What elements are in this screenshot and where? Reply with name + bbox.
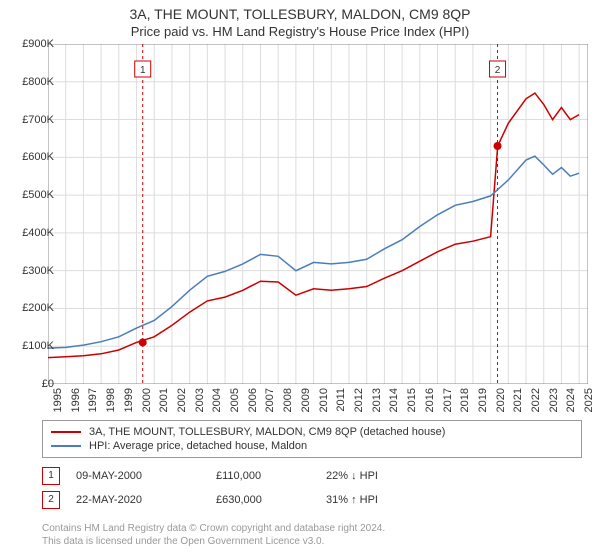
transaction-row: 222-MAY-2020£630,00031% ↑ HPI	[42, 488, 582, 512]
transaction-delta: 31% ↑ HPI	[326, 494, 436, 506]
x-tick-label: 1996	[70, 388, 82, 412]
transaction-row: 109-MAY-2000£110,00022% ↓ HPI	[42, 464, 582, 488]
transaction-badge: 1	[42, 467, 76, 485]
x-tick-label: 2010	[318, 388, 330, 412]
y-tick-label: £800K	[12, 76, 54, 88]
legend-swatch	[51, 445, 81, 447]
x-tick-label: 2002	[176, 388, 188, 412]
transaction-price: £110,000	[216, 470, 326, 482]
transaction-price: £630,000	[216, 494, 326, 506]
x-tick-label: 2005	[229, 388, 241, 412]
x-tick-label: 1998	[105, 388, 117, 412]
svg-text:1: 1	[140, 65, 146, 76]
legend-item: HPI: Average price, detached house, Mald…	[51, 439, 573, 453]
transaction-date: 09-MAY-2000	[76, 470, 216, 482]
x-tick-label: 2009	[300, 388, 312, 412]
legend-label: HPI: Average price, detached house, Mald…	[89, 440, 307, 452]
svg-text:2: 2	[495, 65, 501, 76]
y-tick-label: £600K	[12, 151, 54, 163]
x-tick-label: 2014	[388, 388, 400, 412]
footer-line: Contains HM Land Registry data © Crown c…	[42, 522, 582, 535]
y-tick-label: £0	[12, 378, 54, 390]
footer-attribution: Contains HM Land Registry data © Crown c…	[42, 522, 582, 548]
x-tick-label: 2013	[371, 388, 383, 412]
legend-swatch	[51, 431, 81, 433]
x-tick-label: 2011	[335, 388, 347, 412]
legend: 3A, THE MOUNT, TOLLESBURY, MALDON, CM9 8…	[42, 420, 582, 458]
y-tick-label: £500K	[12, 189, 54, 201]
legend-label: 3A, THE MOUNT, TOLLESBURY, MALDON, CM9 8…	[89, 426, 445, 438]
x-tick-label: 2004	[211, 388, 223, 412]
x-tick-label: 2020	[495, 388, 507, 412]
y-tick-label: £700K	[12, 114, 54, 126]
x-tick-label: 2022	[530, 388, 542, 412]
x-tick-label: 2008	[282, 388, 294, 412]
x-tick-label: 2021	[512, 388, 524, 412]
y-tick-label: £100K	[12, 340, 54, 352]
legend-item: 3A, THE MOUNT, TOLLESBURY, MALDON, CM9 8…	[51, 425, 573, 439]
x-tick-label: 2019	[477, 388, 489, 412]
x-tick-label: 2024	[565, 388, 577, 412]
y-tick-label: £400K	[12, 227, 54, 239]
y-tick-label: £300K	[12, 265, 54, 277]
x-tick-label: 1999	[123, 388, 135, 412]
x-tick-label: 2012	[353, 388, 365, 412]
chart-container: 3A, THE MOUNT, TOLLESBURY, MALDON, CM9 8…	[0, 0, 600, 560]
transactions-table: 109-MAY-2000£110,00022% ↓ HPI222-MAY-202…	[42, 464, 582, 512]
transaction-date: 22-MAY-2020	[76, 494, 216, 506]
x-tick-label: 2017	[442, 388, 454, 412]
transaction-badge: 2	[42, 491, 76, 509]
chart-subtitle: Price paid vs. HM Land Registry's House …	[0, 22, 600, 43]
x-tick-label: 2018	[459, 388, 471, 412]
chart-svg: 12	[48, 44, 588, 384]
x-tick-label: 2023	[548, 388, 560, 412]
transaction-delta: 22% ↓ HPI	[326, 470, 436, 482]
y-tick-label: £200K	[12, 302, 54, 314]
x-tick-label: 2016	[424, 388, 436, 412]
chart-plot-area: 12	[48, 44, 588, 384]
y-tick-label: £900K	[12, 38, 54, 50]
x-tick-label: 2000	[141, 388, 153, 412]
x-tick-label: 2007	[264, 388, 276, 412]
x-tick-label: 2006	[247, 388, 259, 412]
footer-line: This data is licensed under the Open Gov…	[42, 535, 582, 548]
x-tick-label: 2003	[194, 388, 206, 412]
chart-title: 3A, THE MOUNT, TOLLESBURY, MALDON, CM9 8…	[0, 0, 600, 22]
x-tick-label: 2001	[158, 388, 170, 412]
x-tick-label: 1995	[52, 388, 64, 412]
x-tick-label: 1997	[87, 388, 99, 412]
x-tick-label: 2015	[406, 388, 418, 412]
x-tick-label: 2025	[583, 388, 595, 412]
